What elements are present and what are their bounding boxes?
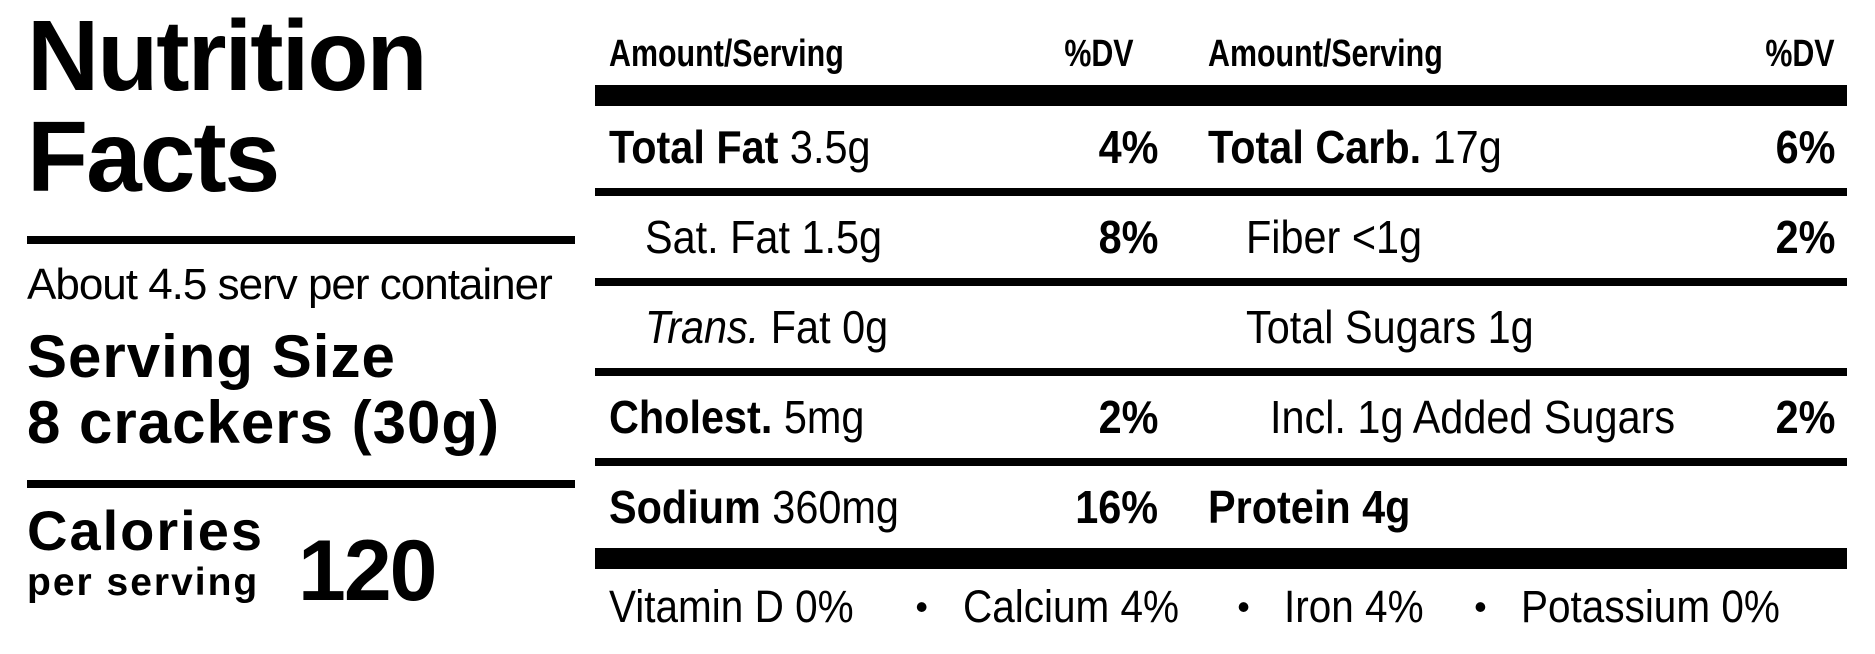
dv-cell: 2% [1775, 211, 1835, 263]
nutrient-name: Incl. 1g Added Sugars [1270, 391, 1676, 443]
dv-cell [1040, 300, 1158, 354]
nutrient-name: Sodium [609, 481, 761, 533]
micronutrient-item: Potassium 0% [1521, 581, 1781, 632]
dv-cell: 2% [1775, 391, 1835, 443]
header-dv-right: %DV [1765, 33, 1835, 75]
table-row: Cholest. 5mg 2% Incl. 1g Added Sugars 2% [595, 376, 1847, 466]
nutrient-name: Trans. [645, 301, 760, 353]
nutrient-amount: Fat 0g [770, 301, 889, 353]
nutrient-amount: 1g [1487, 301, 1534, 353]
nutrient-cell: Total Carb. 17g [1204, 120, 1727, 174]
serving-size-value: 8 crackers (30g) [27, 389, 500, 456]
nutrient-name: Fiber [1246, 211, 1341, 263]
dv-cell: 16% [1075, 481, 1158, 533]
nutrient-name: Total Fat [609, 121, 779, 173]
micronutrient-item: Vitamin D 0% [609, 581, 854, 632]
calories-labels: Calories per serving [27, 502, 264, 606]
table-row: Total Fat 3.5g 4% Total Carb. 17g 6% [595, 106, 1847, 196]
micronutrient-item: Calcium 4% [962, 581, 1179, 632]
header-amount-right: Amount/Serving [1208, 33, 1443, 75]
serving-size-label: Serving Size [27, 323, 396, 390]
dv-cell [1727, 480, 1847, 534]
dv-cell: 4% [1098, 121, 1158, 173]
micronutrient-item: Iron 4% [1284, 581, 1425, 632]
label-summary-panel: Nutrition Facts About 4.5 serv per conta… [27, 6, 575, 619]
divider-rule [27, 480, 575, 488]
table-row: Sodium 360mg 16% Protein 4g [595, 466, 1847, 548]
thick-separator-bar [595, 548, 1847, 569]
nutrient-cell: Fiber <1g [1204, 210, 1727, 264]
thick-separator-bar [595, 85, 1847, 106]
serving-size-block: Serving Size 8 crackers (30g) [27, 324, 575, 456]
nutrient-name: Cholest. [609, 391, 773, 443]
nutrient-name: Total Carb. [1208, 121, 1422, 173]
dv-cell: 8% [1098, 211, 1158, 263]
nutrient-name: Sat. Fat [645, 211, 790, 263]
calories-value: 120 [298, 523, 437, 619]
nutrient-amount: 5mg [783, 391, 865, 443]
nutrient-name: Protein 4g [1208, 481, 1411, 533]
nutrient-amount: 360mg [772, 481, 899, 533]
bullet-separator: • [915, 586, 928, 627]
nutrient-cell: Trans. Fat 0g [595, 300, 1040, 354]
table-row: Sat. Fat 1.5g 8% Fiber <1g 2% [595, 196, 1847, 286]
calories-label: Calories [27, 499, 264, 562]
table-header-row: Amount/Serving %DV Amount/Serving %DV [595, 0, 1847, 76]
label-title-line2: Facts [27, 101, 280, 213]
nutrient-amount: 3.5g [789, 121, 871, 173]
nutrient-amount: 17g [1432, 121, 1502, 173]
nutrient-cell: Sodium 360mg [595, 480, 1040, 534]
divider-rule [27, 236, 575, 244]
nutrient-cell: Incl. 1g Added Sugars [1204, 390, 1727, 444]
calories-sublabel: per serving [27, 561, 260, 604]
header-amount-left: Amount/Serving [609, 33, 844, 75]
dv-cell: 6% [1775, 121, 1835, 173]
dv-cell [1727, 300, 1847, 354]
nutrient-amount: <1g [1351, 211, 1423, 263]
servings-per-container: About 4.5 serv per container [27, 260, 553, 309]
header-dv-left: %DV [1064, 33, 1134, 75]
nutrient-table: Amount/Serving %DV Amount/Serving %DV To… [595, 0, 1847, 653]
bullet-separator: • [1237, 586, 1250, 627]
micronutrient-row: Vitamin D 0% • Calcium 4% • Iron 4% • Po… [595, 569, 1847, 653]
nutrient-cell: Sat. Fat 1.5g [595, 210, 1040, 264]
table-row: Trans. Fat 0g Total Sugars 1g [595, 286, 1847, 376]
dv-cell: 2% [1098, 391, 1158, 443]
label-title: Nutrition Facts [27, 6, 575, 208]
bullet-separator: • [1474, 586, 1487, 627]
nutrient-cell: Total Sugars 1g [1204, 300, 1727, 354]
nutrient-cell: Total Fat 3.5g [595, 120, 1040, 174]
nutrient-cell: Protein 4g [1204, 480, 1727, 534]
label-title-line1: Nutrition [27, 0, 428, 112]
calories-block: Calories per serving 120 [27, 502, 575, 619]
nutrient-amount: 1.5g [801, 211, 883, 263]
nutrient-cell: Cholest. 5mg [595, 390, 1040, 444]
nutrient-name: Total Sugars [1246, 301, 1477, 353]
